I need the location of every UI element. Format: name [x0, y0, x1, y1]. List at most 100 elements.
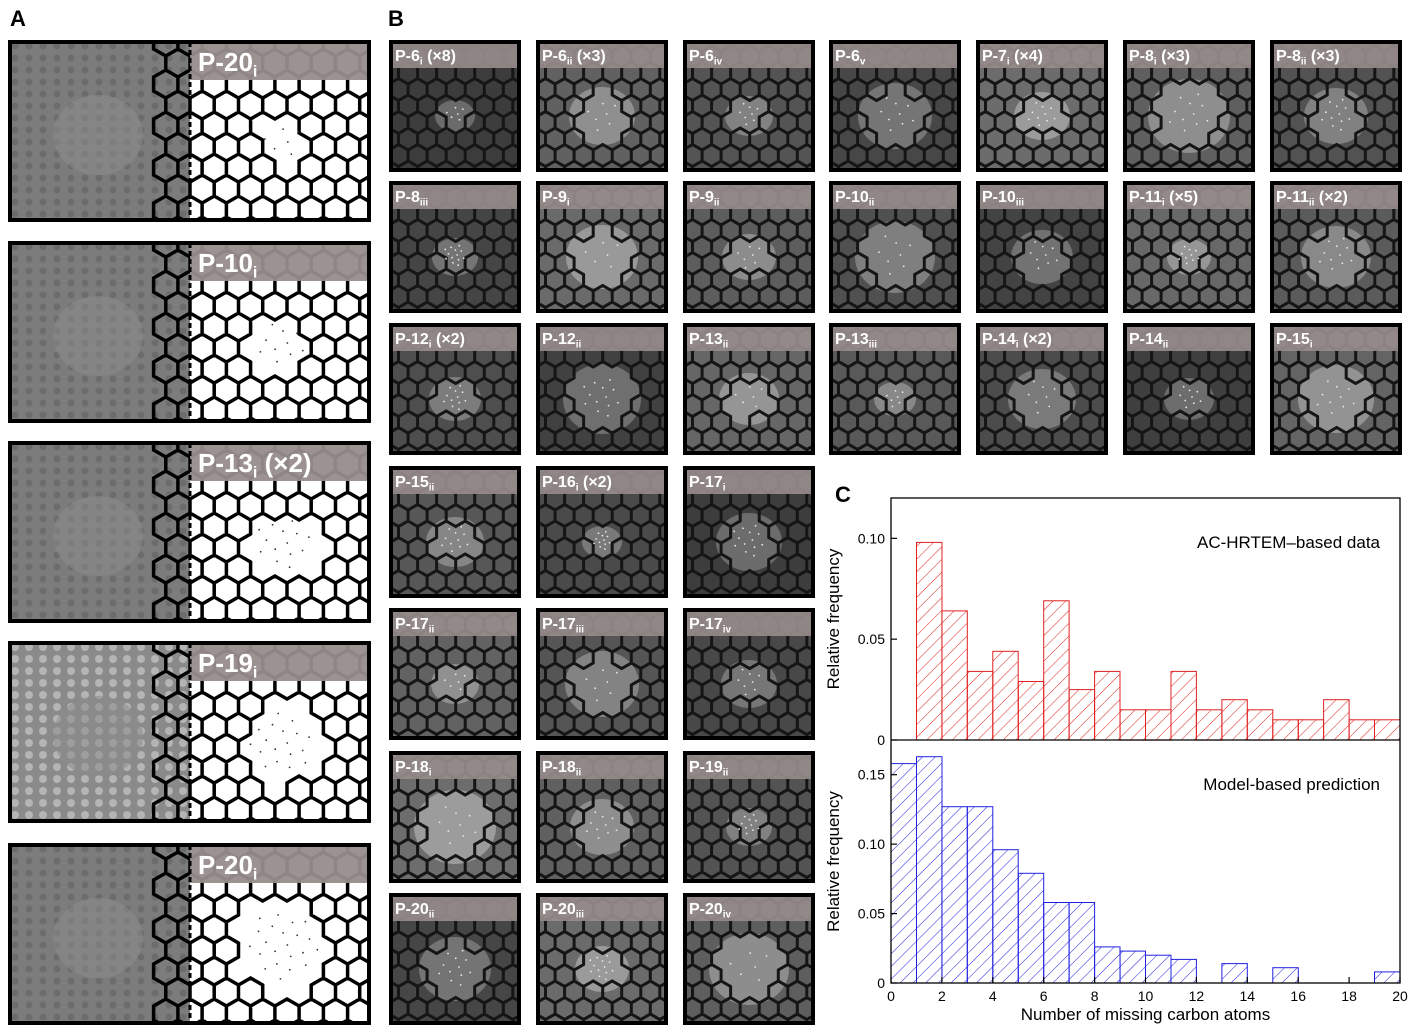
histogram-bar	[890, 763, 917, 984]
x-tick-label: 20	[1392, 988, 1408, 1004]
tile-label: P-12i (×2)	[395, 331, 465, 351]
tile-label: P-15i	[1276, 331, 1313, 351]
tile-label: P-18ii	[542, 759, 582, 779]
panel-label-a: A	[10, 6, 26, 31]
tem-tile: P-17ii	[389, 608, 521, 740]
tem-tile: P-20ii	[389, 893, 521, 1025]
histogram-bar	[1374, 719, 1401, 741]
tem-tile: P-17i	[683, 466, 815, 598]
label-band	[190, 243, 369, 281]
label-band	[536, 751, 668, 779]
label-band	[536, 181, 668, 209]
x-tick-label: 2	[938, 988, 946, 1004]
histogram-bar	[966, 670, 994, 741]
tile-label: P-20ii	[395, 901, 435, 921]
tem-tile: P-7i (×4)	[976, 40, 1108, 172]
histogram-bar	[1017, 681, 1045, 741]
histogram-bar	[1043, 600, 1070, 741]
tem-tile: P-8iii	[389, 181, 521, 313]
histogram-bar	[966, 806, 994, 984]
tile-label: P-8ii (×3)	[1276, 48, 1340, 68]
structure-label: P-19i	[198, 648, 257, 682]
tem-tile: P-9i	[536, 181, 668, 313]
histogram-bar	[916, 756, 943, 984]
label-band	[389, 181, 521, 209]
tile-label: P-18i	[395, 759, 432, 779]
tem-tile: P-6iv	[683, 40, 815, 172]
histogram-bar	[941, 806, 968, 984]
tile-label: P-20iv	[689, 901, 732, 921]
y-tick-label: 0.05	[858, 631, 885, 647]
tem-tile: P-12ii	[536, 323, 668, 455]
tem-tile: P-8i (×3)	[1123, 40, 1255, 172]
histogram-bar	[1068, 689, 1096, 741]
histogram-bar	[1323, 699, 1350, 741]
histogram-bar	[1374, 971, 1401, 984]
tile-label: P-6i (×8)	[395, 48, 456, 68]
label-band	[536, 608, 668, 636]
label-band	[683, 893, 815, 921]
tem-tile: P-18i	[389, 751, 521, 883]
label-band	[829, 40, 961, 68]
tile-label: P-17iv	[689, 616, 732, 636]
y-tick-label: 0.10	[858, 530, 885, 546]
x-tick-label: 14	[1240, 988, 1256, 1004]
lattice-model	[151, 843, 371, 1025]
label-band	[536, 893, 668, 921]
histogram-chart: 0 0.05 0.10 AC-HRTEM–based data Relative fre…	[824, 497, 1408, 1024]
label-band	[829, 323, 961, 351]
tile-label: P-7i (×4)	[982, 48, 1043, 68]
series-annotation: AC-HRTEM–based data	[1197, 533, 1381, 552]
tile-label: P-6v	[835, 48, 866, 68]
label-band	[190, 643, 369, 681]
label-band	[190, 845, 369, 883]
y-axis-label: Relative frequency	[824, 791, 843, 932]
tile-label: P-8iii	[395, 189, 428, 209]
tile-label: P-17iii	[542, 616, 584, 636]
x-tick-label: 18	[1341, 988, 1357, 1004]
x-tick-label: 12	[1189, 988, 1205, 1004]
tem-tile: P-20iii	[536, 893, 668, 1025]
y-tick-label: 0.05	[858, 906, 885, 922]
tem-tile: P-6v	[829, 40, 961, 172]
structure-tile: P-10i	[8, 241, 371, 423]
histogram-bar	[1094, 670, 1121, 741]
tem-tile: P-10iii	[976, 181, 1108, 313]
label-band	[389, 608, 521, 636]
tem-tile: P-16i (×2)	[536, 466, 668, 598]
tem-tile: P-19ii	[683, 751, 815, 883]
histogram-bar	[992, 650, 1019, 741]
series-annotation: Model-based prediction	[1203, 775, 1380, 794]
histogram-bar	[916, 541, 943, 741]
tile-label: P-15ii	[395, 474, 435, 494]
histogram-bar	[1119, 709, 1147, 741]
tile-label: P-9i	[542, 189, 570, 209]
tile-label: P-12ii	[542, 331, 582, 351]
tem-tile: P-13iii	[829, 323, 961, 455]
tem-tile: P-9ii	[683, 181, 815, 313]
label-band	[683, 181, 815, 209]
tile-label: P-19ii	[689, 759, 729, 779]
tile-label: P-13iii	[835, 331, 877, 351]
tem-tile: P-6ii (×3)	[536, 40, 668, 172]
label-band	[976, 40, 1108, 68]
label-band	[190, 42, 369, 80]
x-tick-label: 16	[1290, 988, 1306, 1004]
histogram-bar	[1170, 958, 1197, 984]
label-band	[536, 40, 668, 68]
tem-tile: P-11ii (×2)	[1270, 181, 1402, 313]
histogram-bar	[1017, 872, 1045, 984]
x-tick-label: 6	[1040, 988, 1048, 1004]
y-tick-label: 0.10	[858, 836, 885, 852]
label-band	[1270, 40, 1402, 68]
tem-tile: P-20iv	[683, 893, 815, 1025]
histogram-bar	[1119, 950, 1147, 984]
histogram-bar	[1297, 719, 1325, 741]
histogram-bar	[1043, 902, 1070, 984]
structure-label: P-10i	[198, 248, 257, 282]
label-band	[1270, 181, 1402, 209]
panel-label-b: B	[388, 6, 404, 31]
label-band	[389, 466, 521, 494]
histogram-bar	[1272, 719, 1299, 741]
tem-tile: P-13ii	[683, 323, 815, 455]
